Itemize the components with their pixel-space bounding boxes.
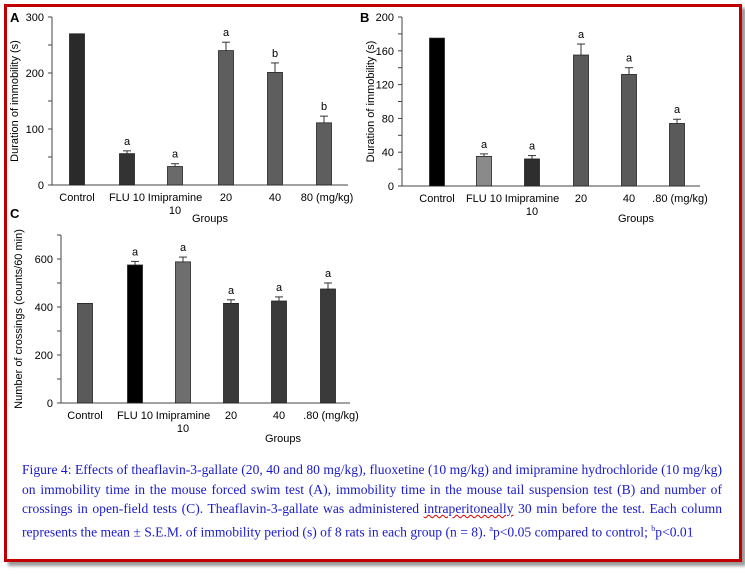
caption-superscript: b [651,523,656,533]
significance-label: b [272,48,278,60]
bar-3 [223,302,239,404]
significance-label: a [481,139,488,151]
bar-0 [69,33,85,186]
x-axis-label: Groups [192,213,229,225]
significance-label: a [626,53,633,65]
significance-label: a [223,27,230,39]
caption-text: 30 min before the test. Each column repr… [22,501,723,540]
bar-4 [271,300,287,404]
x-tick-label: 10 [169,205,181,217]
x-tick-label: Imipramine [148,192,202,204]
bar-5 [669,123,685,187]
figure-frame [4,4,742,562]
x-tick-label: FLU 10 [466,193,502,205]
x-tick-label: Control [67,410,102,422]
x-tick-label: .80 (mg/kg) [652,193,708,205]
bar-2 [175,261,191,404]
caption-text: p<0.01 [655,524,694,540]
panel-label-C: C [10,206,20,221]
significance-label: a [578,29,585,41]
bar-3 [218,50,234,186]
significance-label: a [172,149,179,161]
bar-1 [127,264,143,404]
bar-1 [476,156,492,187]
y-tick-label: 200 [376,12,394,24]
bar-4 [621,74,637,187]
caption-superscript: a [489,523,493,533]
bar-2 [167,166,183,186]
y-tick-label: 0 [47,398,53,410]
bar-5 [320,288,336,404]
significance-label: a [132,246,139,258]
significance-label: a [180,242,187,254]
significance-label: a [124,136,131,148]
y-tick-label: 0 [388,181,394,193]
x-tick-label: 40 [623,193,635,205]
significance-label: a [529,141,536,153]
y-tick-label: 100 [26,124,44,136]
y-tick-label: 200 [35,350,53,362]
x-tick-label: 20 [220,192,232,204]
x-tick-label: 80 (mg/kg) [301,192,354,204]
bar-5 [316,122,332,186]
y-tick-label: 0 [38,180,44,192]
bar-0 [77,302,93,404]
y-tick-label: 300 [26,12,44,24]
x-tick-label: 40 [273,410,285,422]
bar-2 [524,158,540,187]
y-tick-label: 40 [382,147,394,159]
figure-caption: Figure 4: Effects of theaflavin-3-gallat… [22,460,722,542]
x-tick-label: 20 [225,410,237,422]
significance-label: a [228,285,235,297]
y-axis-label: Duration of immobility (s) [9,40,21,162]
caption-underlined-word: intraperitoneally [423,501,514,516]
significance-label: b [321,101,327,113]
x-tick-label: Control [59,192,94,204]
y-tick-label: 600 [35,254,53,266]
y-tick-label: 200 [26,68,44,80]
significance-label: a [276,282,283,294]
bar-4 [267,72,283,186]
bar-0 [429,37,445,187]
panel-label-B: B [360,10,369,25]
caption-text: p<0.05 compared to control; [492,524,652,540]
x-tick-label: Imipramine [505,193,559,205]
x-axis-label: Groups [265,433,302,445]
y-tick-label: 160 [376,46,394,58]
x-tick-label: FLU 10 [117,410,153,422]
x-tick-label: 10 [526,206,538,218]
significance-label: a [325,268,332,280]
x-tick-label: FLU 10 [109,192,145,204]
y-axis-label: Number of crossings (counts/60 min) [13,229,25,409]
y-tick-label: 400 [35,302,53,314]
x-axis-label: Groups [618,213,655,225]
x-tick-label: Control [419,193,454,205]
y-tick-label: 80 [382,113,394,125]
panel-label-A: A [10,10,20,25]
significance-label: a [674,104,681,116]
x-tick-label: 20 [575,193,587,205]
bar-3 [573,54,589,187]
caption-text: Figure 4: Effects of theaflavin-3-gallat… [22,462,722,516]
x-tick-label: 10 [177,423,189,435]
y-tick-label: 120 [376,80,394,92]
y-axis-label: Duration of immobility (s) [365,41,377,163]
x-tick-label: .80 (mg/kg) [303,410,359,422]
bar-1 [119,153,135,186]
x-tick-label: 40 [269,192,281,204]
x-tick-label: Imipramine [156,410,210,422]
